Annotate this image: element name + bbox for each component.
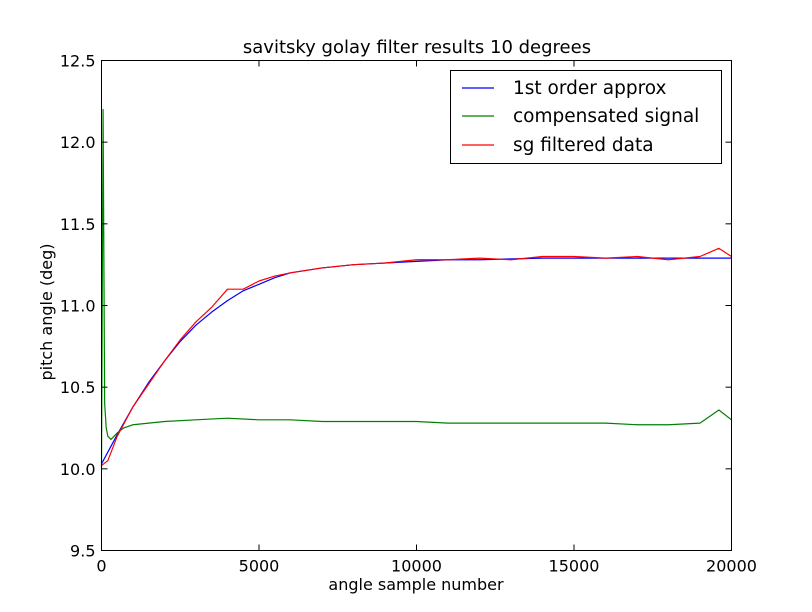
x-tick-label: 10000 <box>391 557 442 576</box>
x-tick-label: 20000 <box>706 557 757 576</box>
x-axis-label: angle sample number <box>328 575 504 594</box>
chart-title: savitsky golay filter results 10 degrees <box>243 37 591 58</box>
x-tick-label: 15000 <box>549 557 600 576</box>
y-tick-label: 10.0 <box>60 460 96 479</box>
series-line-0 <box>100 257 732 465</box>
legend-box <box>450 70 722 164</box>
axis-ticks: 0 5000 10000 15000 20000 9.5 10.0 10.5 11.0 11.5 1… <box>60 52 757 576</box>
legend-label-filtered: sg filtered data <box>513 135 654 156</box>
legend-label-compensated: compensated signal <box>513 106 699 127</box>
y-tick-label: 10.5 <box>60 378 96 397</box>
series-line-1 <box>100 108 732 469</box>
y-tick-label: 11.5 <box>60 215 96 234</box>
y-tick-label: 9.5 <box>70 542 95 561</box>
legend-label-approx: 1st order approx <box>513 78 667 99</box>
x-tick-label: 0 <box>96 557 106 576</box>
legend: 1st order approx compensated signal sg f… <box>450 70 722 164</box>
y-tick-label: 12.5 <box>60 52 96 71</box>
y-tick-label: 11.0 <box>60 297 96 316</box>
series-line-2 <box>101 247 732 467</box>
y-tick-label: 12.0 <box>60 133 96 152</box>
x-tick-label: 5000 <box>239 557 280 576</box>
plot-lines <box>100 108 732 469</box>
y-axis-label: pitch angle (deg) <box>37 243 56 380</box>
